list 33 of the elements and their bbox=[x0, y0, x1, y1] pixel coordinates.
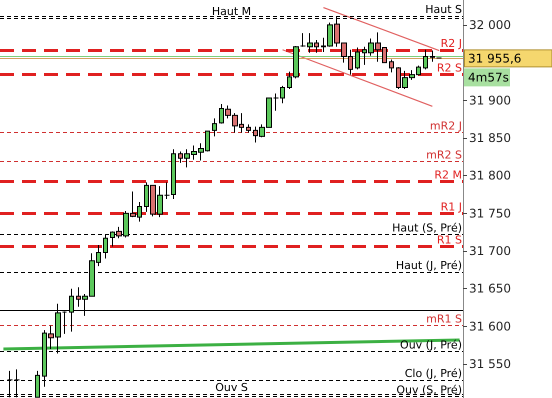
ref-line-label: R1 S bbox=[436, 233, 462, 246]
y-tick-label: 31 800 bbox=[469, 168, 511, 183]
y-tick-label: 31 700 bbox=[469, 244, 511, 258]
ref-line-label: mR2 S bbox=[426, 148, 462, 162]
ref-line-label: R1 J bbox=[440, 200, 462, 214]
ref-line-label: Clo (J, Pré) bbox=[404, 366, 462, 380]
ref-line-label: Ouv S bbox=[215, 381, 248, 394]
ref-line-label: Haut M bbox=[212, 5, 252, 18]
y-tick-label: 32 000 bbox=[469, 18, 511, 32]
ref-line-label: mR1 S bbox=[426, 312, 462, 326]
candlestick bbox=[355, 46, 360, 70]
ref-line-label: mR2 J bbox=[430, 120, 462, 133]
y-tick-label: 31 650 bbox=[469, 282, 511, 296]
ref-line-label: Ouv (S, Pré) bbox=[396, 383, 462, 396]
y-tick-label: 31 750 bbox=[469, 206, 511, 220]
y-tick-label: 31 900 bbox=[469, 93, 511, 108]
candlestick bbox=[35, 370, 40, 398]
ref-line-label: Haut (S, Pré) bbox=[392, 221, 462, 234]
ref-line-label: Haut (J, Pré) bbox=[396, 259, 462, 272]
candlestick bbox=[389, 59, 394, 73]
y-tick-label: 31 850 bbox=[469, 130, 511, 145]
ref-line-label: Haut S bbox=[425, 2, 462, 16]
candlestick bbox=[212, 118, 217, 137]
ref-line-label: 31 955,6 bbox=[468, 51, 522, 66]
ref-line-label: Ouv (J, Pré) bbox=[400, 338, 462, 352]
ref-line-label: R2 S bbox=[436, 62, 462, 75]
y-tick-label: 31 600 bbox=[469, 319, 511, 334]
candlestick bbox=[246, 124, 251, 134]
candlestick bbox=[423, 49, 428, 70]
text: 4m57s bbox=[468, 70, 509, 84]
ref-line-label: R2 M bbox=[434, 168, 462, 182]
y-tick-label: 31 550 bbox=[469, 357, 511, 372]
ref-line-label: R2 J bbox=[440, 36, 462, 50]
